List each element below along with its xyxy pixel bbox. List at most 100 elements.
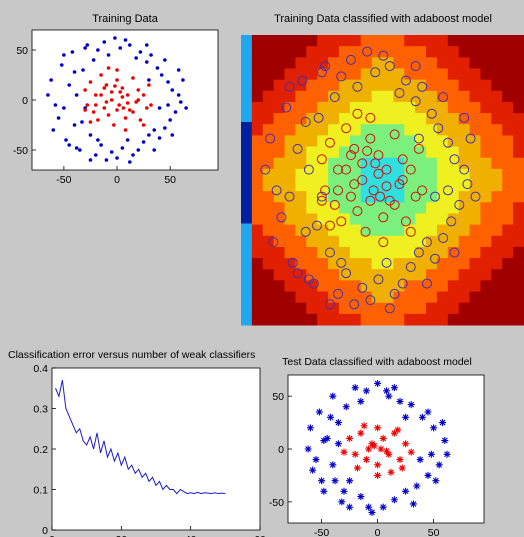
- heatmap-cell: [415, 191, 427, 203]
- heatmap-cell: [404, 246, 416, 259]
- heatmap-cell: [382, 269, 394, 281]
- heatmap-cell: [317, 258, 329, 270]
- heatmap-cell: [502, 135, 514, 148]
- training-data-point: [56, 116, 61, 120]
- heatmap-cell: [458, 113, 471, 125]
- test-data-point: [374, 424, 382, 432]
- training-data-point: [166, 103, 170, 107]
- training-data-point: [138, 118, 143, 122]
- heatmap-cell: [349, 202, 362, 214]
- adaboost-training-point: [324, 137, 335, 148]
- heatmap-cell: [262, 68, 275, 81]
- heatmap-cell: [317, 224, 329, 237]
- heatmap-cell: [513, 258, 524, 270]
- heatmap-cell: [393, 124, 405, 136]
- adaboost-training-point: [373, 168, 384, 179]
- heatmap-cell: [317, 35, 329, 47]
- heatmap-cell: [251, 180, 264, 192]
- heatmap-cell: [469, 146, 481, 159]
- heatmap-cell: [317, 180, 329, 192]
- heatmap-cell: [436, 224, 449, 237]
- training-data-point: [59, 63, 64, 67]
- adaboost-training-point: [400, 216, 411, 227]
- error-curve-xtick-label: 60: [254, 534, 266, 537]
- heatmap-cell: [328, 235, 340, 248]
- heatmap-cell: [328, 46, 340, 58]
- training-data-point: [141, 140, 146, 144]
- heatmap-cell: [491, 224, 503, 237]
- heatmap-cell: [426, 79, 438, 92]
- heatmap-cell: [306, 57, 318, 69]
- adaboost-training-point: [292, 268, 303, 279]
- training-data-point: [149, 53, 153, 57]
- heatmap-cell: [328, 113, 340, 125]
- heatmap-cell: [251, 113, 264, 125]
- training-data-point: [83, 108, 87, 112]
- heatmap-cell: [273, 246, 286, 259]
- training-data-point: [113, 84, 117, 88]
- heatmap-cell: [284, 79, 296, 92]
- heatmap-cell: [415, 246, 427, 259]
- heatmap-cell: [491, 202, 503, 214]
- heatmap-cell: [371, 168, 383, 181]
- heatmap-cell: [338, 313, 351, 326]
- heatmap-cell: [349, 135, 362, 148]
- heatmap-cell: [447, 135, 460, 148]
- heatmap-cell: [241, 246, 253, 259]
- heatmap-cell: [469, 291, 481, 304]
- adaboost-training-point: [378, 212, 389, 223]
- heatmap-cell: [382, 258, 394, 270]
- training-data-ytick-label: -50: [13, 145, 28, 157]
- heatmap-cell: [251, 202, 264, 214]
- heatmap-cell: [273, 157, 286, 170]
- heatmap-cell: [262, 157, 275, 170]
- adaboost-training-panel: Training Data classified with adaboost m…: [241, 13, 524, 326]
- heatmap-cell: [273, 124, 286, 136]
- heatmap-cell: [404, 90, 416, 103]
- heatmap-cell: [284, 291, 296, 304]
- test-data-point: [334, 419, 342, 427]
- heatmap-cell: [469, 124, 481, 136]
- heatmap-cell: [480, 280, 492, 293]
- heatmap-cell: [436, 101, 449, 114]
- training-data-point: [109, 98, 114, 102]
- heatmap-cell: [284, 168, 296, 181]
- heatmap-cell: [480, 35, 492, 47]
- heatmap-cell: [404, 291, 416, 304]
- adaboost-training-point: [271, 185, 282, 196]
- heatmap-cell: [241, 68, 253, 81]
- heatmap-cell: [306, 202, 318, 214]
- training-data-point: [123, 116, 128, 120]
- heatmap-cell: [447, 313, 460, 326]
- adaboost-training-point: [316, 67, 327, 78]
- heatmap-cell: [317, 246, 329, 259]
- training-data-point: [88, 120, 93, 124]
- heatmap-cell: [262, 46, 275, 58]
- test-data-panel: Test Data classified with adaboost model…: [269, 356, 485, 537]
- heatmap-cell: [371, 124, 383, 136]
- heatmap-cell: [491, 113, 503, 125]
- heatmap-cell: [404, 146, 416, 159]
- test-data-point: [351, 450, 359, 458]
- test-data-point: [390, 429, 398, 437]
- heatmap-cell: [349, 168, 362, 181]
- heatmap-cell: [415, 280, 427, 293]
- heatmap-cell: [360, 269, 373, 281]
- heatmap-cell: [241, 46, 253, 58]
- heatmap-cell: [491, 191, 503, 203]
- heatmap-cell: [262, 224, 275, 237]
- test-data-ytick-label: 50: [272, 391, 284, 403]
- heatmap-cell: [426, 224, 438, 237]
- training-data-point: [91, 58, 96, 62]
- heatmap-cell: [382, 180, 394, 192]
- heatmap-cell: [480, 46, 492, 58]
- heatmap-cell: [306, 235, 318, 248]
- heatmap-cell: [426, 35, 438, 47]
- heatmap-cell: [317, 313, 329, 326]
- test-data-point: [368, 508, 376, 516]
- training-data-point: [149, 103, 153, 107]
- training-data-point: [46, 93, 50, 97]
- heatmap-cell: [251, 68, 264, 81]
- heatmap-cell: [382, 302, 394, 315]
- adaboost-training-point: [438, 92, 449, 103]
